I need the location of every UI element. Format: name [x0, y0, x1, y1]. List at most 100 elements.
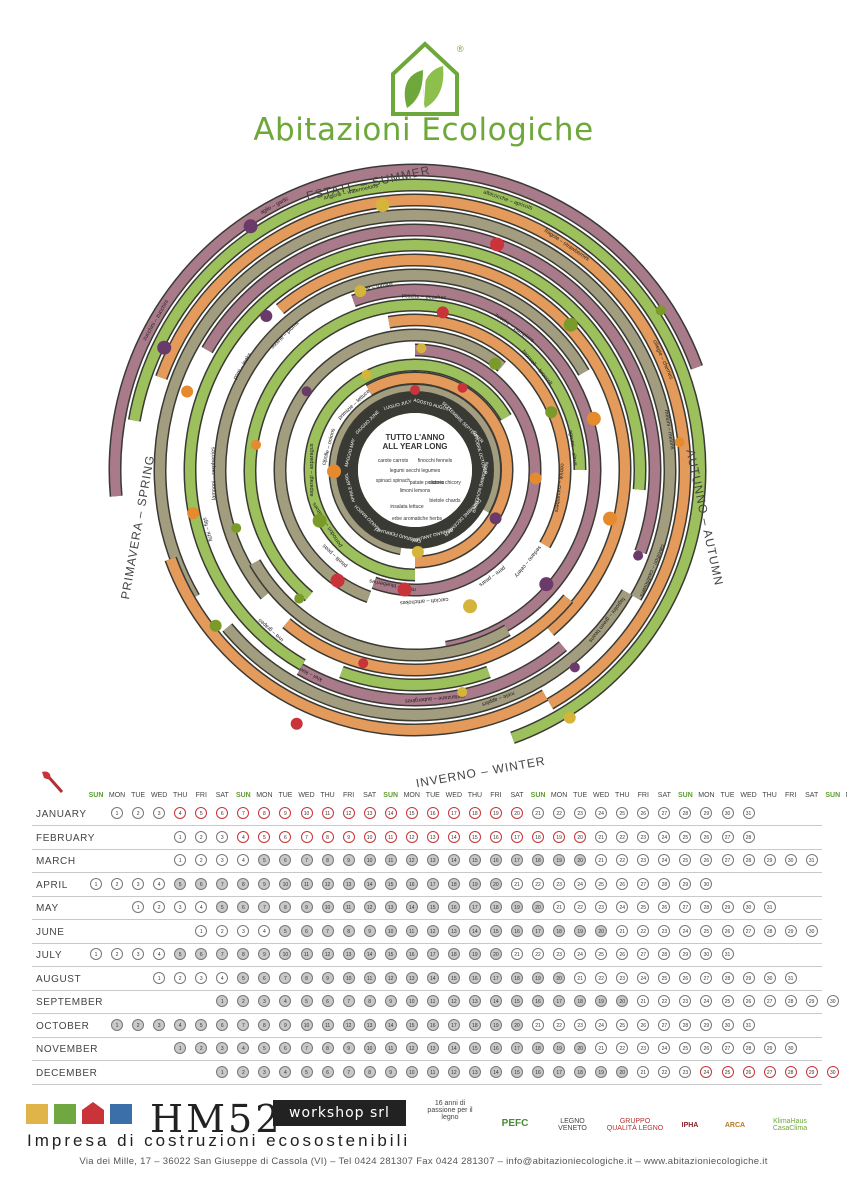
calendar-day: 14	[363, 877, 376, 890]
calendar-day: 20	[532, 901, 545, 913]
calendar-day: 12	[447, 1065, 460, 1078]
calendar-day: 19	[532, 971, 545, 984]
calendar-day: 28	[658, 877, 671, 890]
calendar-day: 26	[637, 1018, 650, 1031]
calendar-day: 10	[363, 830, 376, 843]
calendar-day: 26	[658, 901, 671, 913]
calendar-day: 7	[300, 830, 313, 843]
calendar-day: 26	[616, 948, 629, 960]
calendar-day: 10	[300, 1018, 313, 1031]
calendar-day: 8	[321, 1042, 334, 1054]
calendar-month-row: OCTOBER 1 2 3 4 5 6 7 8 9 10 11 12 13 14 15 16 17 18 19 20 21…	[32, 1014, 822, 1038]
calendar-day: 28	[784, 1065, 797, 1078]
calendar-day: 5	[300, 1065, 313, 1078]
calendar-day: 24	[595, 1018, 608, 1031]
house-leaf-logo-icon: ®	[391, 41, 464, 116]
calendar-day: 5	[258, 854, 271, 866]
calendar-day: 17	[447, 1018, 460, 1031]
calendar-day: 1	[216, 1065, 229, 1078]
calendar-day: 19	[574, 924, 587, 937]
weekday-header: SUN	[88, 792, 104, 799]
produce-ring-label: lamponi – raspberries	[211, 447, 218, 500]
calendar-day: 14	[447, 854, 460, 866]
calendar-day: 3	[132, 877, 145, 890]
calendar-day: 26	[700, 830, 713, 843]
weekday-header: TUE	[278, 792, 293, 799]
calendar-day: 16	[426, 1018, 439, 1031]
calendar-day: 29	[784, 924, 797, 937]
center-produce-label: bietole chards	[429, 498, 461, 504]
weekday-header: MON	[256, 792, 273, 799]
calendar-day: 21	[532, 807, 545, 819]
calendar-day: 4	[195, 901, 208, 913]
calendar-day: 27	[763, 1065, 776, 1078]
calendar-day: 11	[363, 971, 376, 984]
calendar-day: 1	[90, 948, 102, 960]
calendar-day: 29	[700, 1018, 713, 1031]
calendar-day: 17	[532, 924, 545, 937]
calendar-day: 16	[405, 877, 418, 890]
produce-ring-label: asparagi – asparagus	[309, 443, 315, 496]
calendar-day: 20	[616, 1065, 629, 1078]
calendar-day: 20	[553, 971, 566, 984]
partner-legno-veneto: LEGNO VENETO	[558, 1118, 587, 1132]
calendar-day: 10	[384, 924, 397, 937]
calendar-day: 13	[426, 1042, 439, 1054]
partner-16-anni: 16 anni di passione per il legno	[427, 1100, 473, 1121]
month-name: SEPTEMBER	[36, 997, 104, 1008]
calendar-day: 7	[216, 948, 229, 960]
calendar-day: 24	[595, 807, 608, 819]
calendar-day: 14	[363, 948, 376, 960]
calendar-day: 9	[279, 1018, 292, 1031]
calendar-day: 2	[237, 1065, 250, 1078]
calendar-day: 26	[616, 877, 629, 890]
calendar-day: 15	[468, 830, 481, 843]
center-subtitle: ALL YEAR LONG	[382, 442, 447, 451]
calendar-day: 3	[216, 1042, 229, 1054]
calendar-day: 28	[679, 1018, 692, 1031]
center-title: TUTTO L'ANNO	[385, 433, 444, 442]
calendar-day: 16	[489, 1042, 502, 1054]
calendar-day: 5	[195, 1018, 208, 1031]
calendar-day: 27	[700, 971, 713, 984]
calendar-day: 30	[784, 854, 797, 866]
weekday-header: WED	[445, 792, 463, 799]
calendar-day: 7	[300, 854, 313, 866]
calendar-day: 13	[426, 830, 439, 843]
produce-ring-label: sedano – celery	[513, 544, 542, 578]
calendar-day: 12	[447, 995, 460, 1007]
calendar-day: 26	[679, 971, 692, 984]
calendar-day: 15	[468, 854, 481, 866]
weekday-header: WED	[298, 792, 315, 799]
calendar-day: 20	[616, 995, 629, 1007]
calendar-day: 30	[721, 1018, 734, 1031]
calendar-day: 23	[679, 1065, 692, 1078]
calendar-day: 27	[637, 948, 650, 960]
calendar-day: 23	[658, 924, 671, 937]
center-produce-label: legumi secchi legumes	[390, 468, 441, 474]
calendar-day: 6	[258, 971, 271, 984]
calendar-day: 13	[468, 995, 481, 1007]
calendar-day: 30	[826, 1065, 839, 1078]
calendar-day: 26	[637, 807, 650, 819]
calendar-day: 17	[553, 1065, 566, 1078]
calendar-day: 4	[216, 971, 229, 984]
produce-illustration-icon	[603, 511, 618, 526]
calendar-day: 14	[489, 995, 502, 1007]
calendar-day: 27	[637, 877, 650, 890]
calendar-day: 15	[489, 924, 502, 937]
calendar-day: 3	[174, 901, 187, 913]
calendar-day: 31	[721, 948, 734, 960]
calendar-day: 22	[637, 924, 650, 937]
calendar-day: 4	[258, 924, 271, 937]
calendar-day: 29	[679, 877, 692, 890]
calendar-day: 11	[426, 995, 439, 1007]
calendar-month-row: JANUARY 1 2 3 4 5 6 7 8 9 10 11 12 13 14 15 16 17 18 19 20 21…	[32, 802, 822, 826]
calendar-day: 24	[700, 995, 713, 1007]
weekday-header: SAT	[363, 792, 377, 799]
produce-ring-label: pesche – peaches	[402, 293, 447, 301]
month-name: JANUARY	[36, 809, 87, 820]
calendar-day: 26	[742, 1065, 755, 1078]
calendar-day: 8	[342, 924, 355, 937]
calendar-month-row: DECEMBER 1 2 3 4 5 6 7 8 9 10 11 12 13 14 15 16 17 18 19 20 2…	[32, 1061, 839, 1085]
